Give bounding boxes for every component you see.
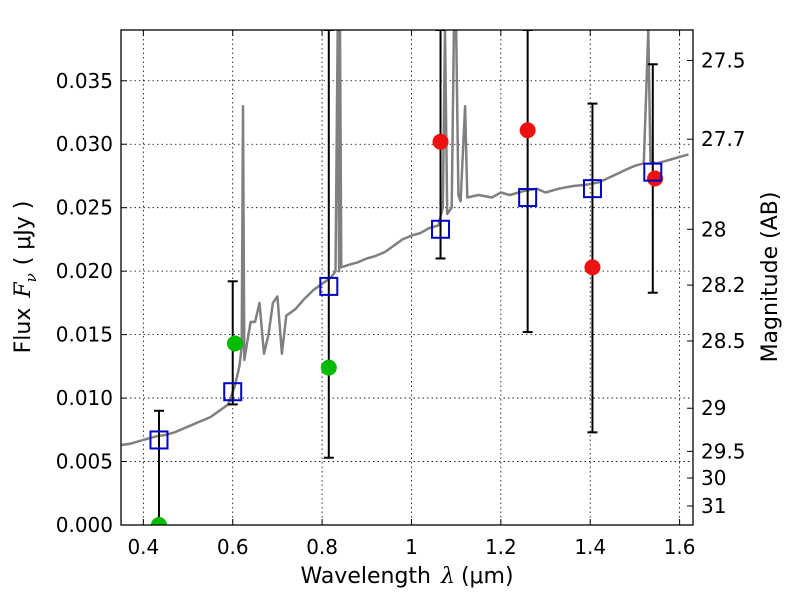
data-point-circle: [584, 259, 601, 276]
y2-tick-label: 31: [701, 494, 726, 518]
x-tick-label: 1: [405, 535, 418, 559]
x-tick-label: 1.4: [574, 535, 606, 559]
y-tick-label: 0.025: [56, 196, 113, 220]
y2-tick-label: 28.5: [701, 329, 746, 353]
y2-tick-label: 30: [701, 466, 726, 490]
data-point-circle: [647, 170, 664, 187]
y2-tick-label: 28.2: [701, 273, 746, 297]
y-tick-label: 0.015: [56, 323, 113, 347]
y2-tick-label: 29.5: [701, 439, 746, 463]
data-point-square: [223, 382, 243, 402]
data-point-square: [518, 188, 538, 208]
x-tick-label: 0.6: [217, 535, 249, 559]
x-tick-label: 0.4: [127, 535, 159, 559]
data-point-circle: [519, 122, 536, 139]
data-point-square: [431, 219, 451, 239]
plot-frame: [120, 29, 694, 526]
data-point-circle: [226, 335, 243, 352]
y2-tick-label: 27.5: [701, 48, 746, 72]
x-axis-label: Wavelength λ (μm): [300, 564, 513, 589]
data-point-circle: [432, 133, 449, 150]
y2-tick-label: 27.7: [701, 127, 746, 151]
x-tick-label: 1.6: [664, 535, 696, 559]
x-tick-label: 0.8: [306, 535, 338, 559]
y-tick-label: 0.030: [56, 132, 113, 156]
y-tick-label: 0.035: [56, 69, 113, 93]
y-tick-label: 0.020: [56, 259, 113, 283]
data-point-circle: [320, 359, 337, 376]
plot-background: [121, 30, 693, 525]
data-point-square: [149, 430, 169, 450]
plot-area: [121, 30, 689, 525]
y2-tick-label: 28: [701, 217, 726, 241]
data-point-circle: [150, 517, 167, 525]
y-axis-label: FluxFν( μJy ): [11, 201, 40, 354]
data-point-square: [319, 276, 339, 296]
grid: [121, 30, 693, 526]
y2-axis-label: Magnitude (AB): [758, 192, 783, 363]
model-spectrum-line: [121, 30, 689, 447]
y-tick-label: 0.005: [56, 450, 113, 474]
data-point-square: [643, 162, 663, 182]
y2-tick-label: 29: [701, 396, 726, 420]
y-tick-label: 0.000: [56, 513, 113, 537]
data-point-square: [582, 179, 602, 199]
x-tick-label: 1.2: [485, 535, 517, 559]
axes: 0.4 0.6 0.8 1 1.2 1.4 1.6 0.000 0.005 0.010 0.015 0…: [56, 30, 746, 559]
y-tick-label: 0.010: [56, 386, 113, 410]
